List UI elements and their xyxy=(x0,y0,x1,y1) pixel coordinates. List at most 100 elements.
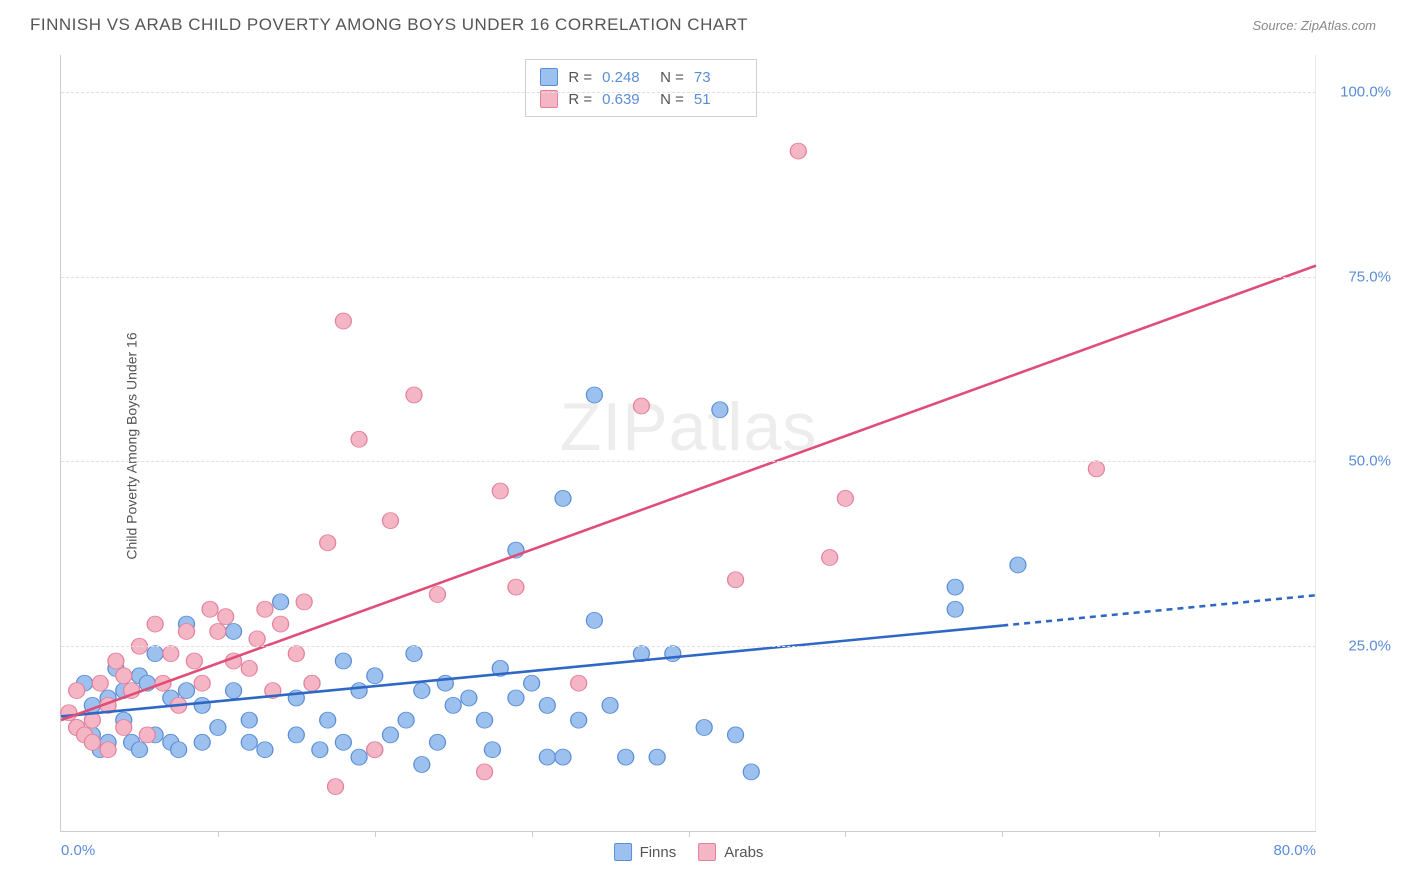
scatter-point xyxy=(194,734,210,750)
scatter-point xyxy=(328,779,344,795)
trend-line xyxy=(61,626,1002,717)
scatter-point xyxy=(171,742,187,758)
scatter-point xyxy=(210,623,226,639)
scatter-point xyxy=(335,734,351,750)
scatter-point xyxy=(382,727,398,743)
scatter-point xyxy=(790,143,806,159)
scatter-point xyxy=(335,313,351,329)
scatter-point xyxy=(508,690,524,706)
chart-plot-area: ZIPatlas R =0.248N =73R =0.639N =51 Finn… xyxy=(60,55,1316,832)
scatter-point xyxy=(108,653,124,669)
scatter-point xyxy=(210,720,226,736)
legend-label: Finns xyxy=(640,844,677,861)
scatter-point xyxy=(320,535,336,551)
scatter-point xyxy=(226,683,242,699)
scatter-point xyxy=(367,668,383,684)
scatter-point xyxy=(555,749,571,765)
scatter-point xyxy=(508,579,524,595)
scatter-point xyxy=(492,483,508,499)
scatter-point xyxy=(147,646,163,662)
legend: Finns Arabs xyxy=(614,843,764,861)
scatter-point xyxy=(382,513,398,529)
scatter-point xyxy=(335,653,351,669)
scatter-point xyxy=(186,653,202,669)
scatter-point xyxy=(194,675,210,691)
scatter-point xyxy=(524,675,540,691)
scatter-point xyxy=(320,712,336,728)
x-tick xyxy=(532,831,533,837)
scatter-point xyxy=(947,601,963,617)
x-tick xyxy=(845,831,846,837)
scatter-point xyxy=(179,623,195,639)
scatter-point xyxy=(92,675,108,691)
scatter-point xyxy=(837,490,853,506)
scatter-point xyxy=(288,646,304,662)
y-tick-label: 100.0% xyxy=(1340,83,1391,100)
scatter-point xyxy=(351,683,367,699)
scatter-point xyxy=(539,749,555,765)
x-tick xyxy=(375,831,376,837)
scatter-point xyxy=(202,601,218,617)
gridline-h xyxy=(61,646,1316,647)
legend-swatch-icon xyxy=(614,843,632,861)
scatter-point xyxy=(633,398,649,414)
scatter-point xyxy=(179,683,195,699)
legend-swatch-icon xyxy=(698,843,716,861)
scatter-point xyxy=(351,749,367,765)
scatter-point xyxy=(241,712,257,728)
scatter-point xyxy=(131,742,147,758)
scatter-point xyxy=(743,764,759,780)
source-label: Source: ZipAtlas.com xyxy=(1252,18,1376,33)
scatter-point xyxy=(304,675,320,691)
x-tick xyxy=(218,831,219,837)
scatter-point xyxy=(586,387,602,403)
scatter-point xyxy=(226,623,242,639)
scatter-point xyxy=(414,756,430,772)
y-tick-label: 25.0% xyxy=(1348,638,1391,655)
scatter-point xyxy=(445,697,461,713)
scatter-point xyxy=(367,742,383,758)
x-tick-label: 0.0% xyxy=(61,842,95,859)
scatter-point xyxy=(406,646,422,662)
scatter-point xyxy=(1010,557,1026,573)
scatter-point xyxy=(430,587,446,603)
scatter-point xyxy=(728,727,744,743)
scatter-point xyxy=(618,749,634,765)
scatter-point xyxy=(649,749,665,765)
legend-item: Finns xyxy=(614,843,677,861)
scatter-point xyxy=(273,616,289,632)
scatter-point xyxy=(116,720,132,736)
scatter-point xyxy=(398,712,414,728)
scatter-point xyxy=(241,660,257,676)
y-tick-label: 50.0% xyxy=(1348,453,1391,470)
scatter-point xyxy=(571,712,587,728)
scatter-point xyxy=(1088,461,1104,477)
gridline-h xyxy=(61,461,1316,462)
scatter-point xyxy=(665,646,681,662)
scatter-point xyxy=(273,594,289,610)
gridline-h xyxy=(61,92,1316,93)
scatter-point xyxy=(571,675,587,691)
legend-item: Arabs xyxy=(698,843,763,861)
scatter-point xyxy=(312,742,328,758)
x-tick xyxy=(1002,831,1003,837)
scatter-point xyxy=(241,734,257,750)
x-tick xyxy=(1159,831,1160,837)
scatter-point xyxy=(257,601,273,617)
scatter-point xyxy=(139,727,155,743)
scatter-point xyxy=(116,668,132,684)
legend-label: Arabs xyxy=(724,844,763,861)
scatter-point xyxy=(484,742,500,758)
chart-title: FINNISH VS ARAB CHILD POVERTY AMONG BOYS… xyxy=(30,15,748,35)
scatter-point xyxy=(712,402,728,418)
scatter-point xyxy=(296,594,312,610)
scatter-point xyxy=(822,550,838,566)
scatter-point xyxy=(194,697,210,713)
scatter-point xyxy=(100,742,116,758)
scatter-point xyxy=(602,697,618,713)
scatter-point xyxy=(249,631,265,647)
scatter-point xyxy=(728,572,744,588)
trend-line-dashed xyxy=(1002,595,1316,625)
x-tick xyxy=(689,831,690,837)
scatter-plot xyxy=(61,55,1316,831)
